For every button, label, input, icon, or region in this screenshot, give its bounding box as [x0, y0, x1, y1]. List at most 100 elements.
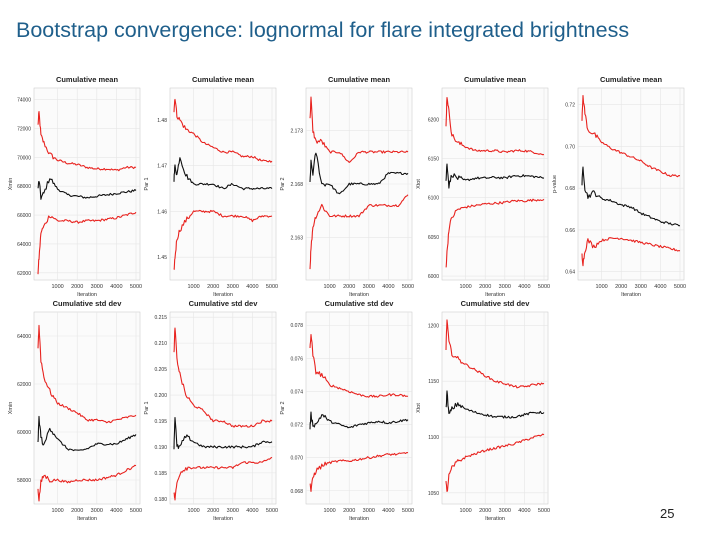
series-line-upper-bound: [309, 334, 409, 398]
chart-title: Cumulative mean: [600, 75, 663, 84]
x-tick-label: 1000: [187, 284, 199, 290]
series-line-lower-bound: [173, 209, 273, 270]
x-tick-label: 5000: [266, 508, 278, 514]
chart-panel: 1000 2000 3000 4000 5000 1050 1100 1150 1200 Cumu…: [416, 299, 550, 522]
chart-panel: 1000 2000 3000 4000 5000 62000 64000 66000 68000…: [8, 75, 142, 298]
series-line-upper-bound: [173, 327, 273, 428]
y-tick-label: 2.173: [290, 129, 303, 135]
x-tick-label: 1000: [459, 508, 471, 514]
x-tick-label: 5000: [130, 508, 142, 514]
plot-area: [305, 311, 413, 505]
y-axis-label: p-value: [552, 175, 558, 193]
y-tick-label: 0.64: [565, 270, 575, 276]
y-axis-label: Xtot: [416, 179, 422, 189]
x-axis-label: Iteration: [485, 292, 505, 298]
plot-area: [33, 87, 141, 281]
y-tick-label: 0.068: [290, 489, 303, 495]
y-tick-label: 1.46: [157, 209, 167, 215]
chart-title: Cumulative mean: [192, 75, 255, 84]
series-line-lower-bound: [445, 198, 545, 268]
y-tick-label: 0.70: [565, 144, 575, 150]
x-tick-label: 4000: [518, 508, 530, 514]
y-axis-label: Xmin: [8, 178, 14, 191]
y-tick-label: 6200: [428, 117, 439, 123]
plot-area: [33, 311, 141, 505]
y-tick-label: 0.66: [565, 228, 575, 234]
series-line-upper-bound: [581, 94, 681, 178]
x-tick-label: 5000: [402, 284, 414, 290]
y-tick-label: 1050: [428, 491, 439, 497]
y-tick-label: 0.185: [154, 471, 167, 477]
y-axis-label: Par 1: [144, 177, 150, 190]
y-tick-label: 72000: [17, 126, 31, 132]
y-tick-label: 0.190: [154, 445, 167, 451]
y-tick-label: 64000: [17, 242, 31, 248]
x-tick-label: 1000: [323, 508, 335, 514]
y-tick-label: 68000: [17, 184, 31, 190]
x-tick-label: 5000: [130, 284, 142, 290]
y-tick-label: 66000: [17, 213, 31, 219]
y-tick-label: 0.200: [154, 393, 167, 399]
chart-panel: 1000 2000 3000 4000 5000 0.068 0.070 0.072 0.074…: [280, 299, 414, 522]
x-tick-label: 2000: [479, 284, 491, 290]
x-axis-label: Iteration: [77, 292, 97, 298]
y-tick-label: 1150: [428, 379, 439, 385]
y-tick-label: 0.215: [154, 315, 167, 321]
x-tick-label: 4000: [110, 284, 122, 290]
y-tick-label: 70000: [17, 155, 31, 161]
x-axis-label: Iteration: [621, 292, 641, 298]
y-tick-label: 0.195: [154, 419, 167, 425]
x-tick-label: 1000: [595, 284, 607, 290]
x-tick-label: 1000: [323, 284, 335, 290]
y-tick-label: 1.47: [157, 164, 167, 170]
x-tick-label: 4000: [382, 284, 394, 290]
chart-title: Cumulative mean: [56, 75, 119, 84]
y-axis-label: Par 2: [280, 177, 286, 190]
x-tick-label: 3000: [363, 508, 375, 514]
x-tick-label: 3000: [91, 508, 103, 514]
chart-panel: 1000 2000 3000 4000 5000 0.64 0.66 0.68 0.70 0.72…: [552, 75, 686, 298]
series-line-mean: [37, 415, 137, 452]
x-tick-label: 3000: [227, 284, 239, 290]
y-tick-label: 1.48: [157, 118, 167, 124]
y-tick-label: 6000: [428, 274, 439, 280]
x-tick-label: 3000: [363, 284, 375, 290]
chart-panel: 1000 2000 3000 4000 5000 2.163 2.168 2.173 Cumul…: [280, 75, 414, 298]
x-axis-label: Iteration: [485, 516, 505, 522]
x-tick-label: 2000: [71, 508, 83, 514]
x-tick-label: 1000: [51, 508, 63, 514]
y-tick-label: 1200: [428, 323, 439, 329]
plot-area: [441, 87, 549, 281]
x-tick-label: 5000: [266, 284, 278, 290]
x-tick-label: 2000: [71, 284, 83, 290]
x-tick-label: 1000: [459, 284, 471, 290]
series-line-upper-bound: [309, 96, 409, 163]
series-line-lower-bound: [173, 456, 273, 501]
series-line-mean: [37, 178, 137, 200]
series-line-upper-bound: [37, 324, 137, 424]
y-axis-label: Xtot: [416, 403, 422, 413]
x-tick-label: 5000: [538, 284, 550, 290]
series-line-upper-bound: [445, 319, 545, 389]
series-line-lower-bound: [309, 194, 409, 270]
chart-title: Cumulative mean: [328, 75, 391, 84]
x-tick-label: 5000: [674, 284, 686, 290]
y-tick-label: 6150: [428, 157, 439, 163]
chart-panel: 1000 2000 3000 4000 5000 1.45 1.46 1.47 1.48 Cumu…: [144, 75, 278, 298]
y-tick-label: 0.72: [565, 103, 575, 109]
x-tick-label: 5000: [538, 508, 550, 514]
x-axis-label: Iteration: [213, 292, 233, 298]
x-axis-label: Iteration: [349, 516, 369, 522]
y-tick-label: 0.070: [290, 456, 303, 462]
series-line-lower-bound: [445, 433, 545, 493]
y-tick-label: 2.163: [290, 235, 303, 241]
series-line-mean: [173, 157, 273, 191]
y-axis-label: Par 1: [144, 401, 150, 414]
y-tick-label: 1.45: [157, 255, 167, 261]
y-tick-label: 0.074: [290, 389, 303, 395]
series-line-mean: [309, 152, 409, 195]
x-tick-label: 2000: [207, 508, 219, 514]
y-tick-label: 60000: [17, 430, 31, 436]
x-tick-label: 4000: [246, 284, 258, 290]
